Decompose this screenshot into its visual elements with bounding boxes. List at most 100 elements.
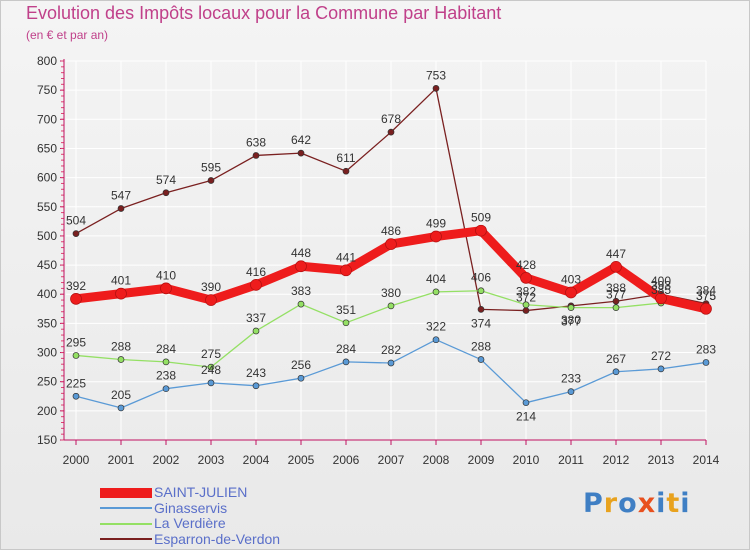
y-tick-label: 350 <box>37 316 57 330</box>
data-point-esparron-de-verdon <box>252 152 260 159</box>
data-label-esparron-de-verdon: 504 <box>66 214 86 228</box>
data-label-ginasservis: 283 <box>696 342 716 356</box>
y-tick-label: 650 <box>37 141 57 155</box>
data-point-ginasservis <box>567 388 575 395</box>
y-tick-label: 700 <box>37 112 57 126</box>
y-tick-label: 200 <box>37 404 57 418</box>
data-label-la-verdi-re: 377 <box>561 315 581 329</box>
data-label-ginasservis: 233 <box>561 372 581 386</box>
data-point-la-verdi-re <box>387 302 395 310</box>
data-label-esparron-de-verdon: 400 <box>651 274 671 288</box>
y-tick-label: 550 <box>37 200 57 214</box>
data-point-saint-julien <box>520 272 532 284</box>
data-point-esparron-de-verdon <box>297 149 305 157</box>
data-label-ginasservis: 288 <box>471 340 491 354</box>
data-point-esparron-de-verdon <box>387 128 395 136</box>
data-label-ginasservis: 284 <box>336 342 356 356</box>
data-label-la-verdi-re: 383 <box>291 284 311 298</box>
data-label-esparron-de-verdon: 753 <box>426 68 446 82</box>
legend-swatch <box>100 507 152 510</box>
data-label-saint-julien: 441 <box>336 250 356 264</box>
x-tick-label: 2007 <box>378 453 405 467</box>
x-tick-label: 2009 <box>468 453 495 467</box>
data-label-esparron-de-verdon: 595 <box>201 161 221 175</box>
data-label-saint-julien: 486 <box>381 224 401 238</box>
chart-title: Evolution des Impôts locaux pour la Comm… <box>26 3 502 23</box>
legend-label: SAINT-JULIEN <box>154 484 248 500</box>
data-label-esparron-de-verdon: 638 <box>246 135 266 149</box>
data-point-ginasservis <box>387 359 395 367</box>
data-label-la-verdi-re: 382 <box>516 285 536 299</box>
data-point-saint-julien <box>430 230 442 243</box>
data-label-ginasservis: 243 <box>246 366 266 380</box>
data-label-la-verdi-re: 295 <box>66 335 86 349</box>
data-point-ginasservis <box>297 374 305 382</box>
data-label-la-verdi-re: 406 <box>471 271 491 285</box>
data-label-ginasservis: 248 <box>201 363 221 377</box>
data-point-la-verdi-re <box>207 363 215 371</box>
logo-letter: r <box>603 488 619 519</box>
data-point-ginasservis <box>522 399 530 407</box>
data-label-ginasservis: 322 <box>426 320 446 334</box>
data-point-ginasservis <box>252 382 260 390</box>
data-label-saint-julien: 392 <box>66 279 86 293</box>
data-point-la-verdi-re <box>162 358 170 366</box>
data-point-esparron-de-verdon <box>117 205 125 212</box>
data-label-esparron-de-verdon: 384 <box>696 284 716 298</box>
data-point-la-verdi-re <box>117 356 125 363</box>
data-point-la-verdi-re <box>612 304 620 311</box>
data-point-la-verdi-re <box>522 301 530 309</box>
y-tick-label: 500 <box>37 229 57 243</box>
y-tick-label: 300 <box>37 346 57 360</box>
data-label-saint-julien: 401 <box>111 274 131 288</box>
y-tick-label: 750 <box>37 83 57 97</box>
data-point-saint-julien <box>205 294 217 306</box>
data-label-la-verdi-re: 288 <box>111 340 131 354</box>
x-tick-label: 2002 <box>153 453 180 467</box>
data-label-saint-julien: 375 <box>696 289 716 303</box>
data-point-esparron-de-verdon <box>207 177 215 184</box>
data-label-la-verdi-re: 275 <box>201 347 221 361</box>
data-point-ginasservis <box>162 385 170 393</box>
data-label-saint-julien: 390 <box>201 280 221 294</box>
data-label-esparron-de-verdon: 611 <box>336 151 355 165</box>
data-point-la-verdi-re <box>342 319 350 327</box>
data-label-saint-julien: 499 <box>426 217 446 231</box>
data-label-ginasservis: 272 <box>651 349 671 363</box>
data-point-esparron-de-verdon <box>477 306 485 313</box>
data-point-saint-julien <box>340 264 352 277</box>
data-label-saint-julien: 447 <box>606 247 626 261</box>
data-point-ginasservis <box>72 392 80 400</box>
y-tick-label: 600 <box>37 171 57 185</box>
data-label-la-verdi-re: 385 <box>651 283 671 297</box>
data-label-ginasservis: 225 <box>66 376 86 390</box>
y-tick-label: 400 <box>37 287 57 301</box>
data-point-ginasservis <box>477 356 485 363</box>
proxiti-logo: Proxiti <box>583 488 691 519</box>
data-point-ginasservis <box>342 358 350 366</box>
data-label-saint-julien: 428 <box>516 258 536 272</box>
data-point-esparron-de-verdon <box>162 189 170 197</box>
data-label-la-verdi-re: 351 <box>336 303 356 317</box>
data-label-la-verdi-re: 380 <box>381 286 401 300</box>
x-tick-label: 2005 <box>288 453 315 467</box>
data-label-esparron-de-verdon: 388 <box>606 281 626 295</box>
data-point-esparron-de-verdon <box>612 297 620 305</box>
legend-label: Esparron-de-Verdon <box>154 530 281 547</box>
data-point-la-verdi-re <box>72 352 80 359</box>
data-label-saint-julien: 403 <box>561 272 581 286</box>
data-label-ginasservis: 214 <box>516 410 536 424</box>
data-label-saint-julien: 410 <box>156 268 176 282</box>
data-label-esparron-de-verdon: 372 <box>516 291 536 305</box>
data-label-ginasservis: 282 <box>381 343 401 357</box>
data-label-la-verdi-re: 404 <box>426 272 446 286</box>
data-point-saint-julien <box>610 260 622 273</box>
legend-swatch <box>100 522 152 525</box>
data-point-la-verdi-re <box>477 287 485 295</box>
data-point-saint-julien <box>250 279 262 291</box>
data-point-saint-julien <box>700 302 712 315</box>
data-label-saint-julien: 509 <box>471 211 491 225</box>
legend-label: La Verdière <box>154 515 226 531</box>
data-label-ginasservis: 205 <box>111 388 131 402</box>
